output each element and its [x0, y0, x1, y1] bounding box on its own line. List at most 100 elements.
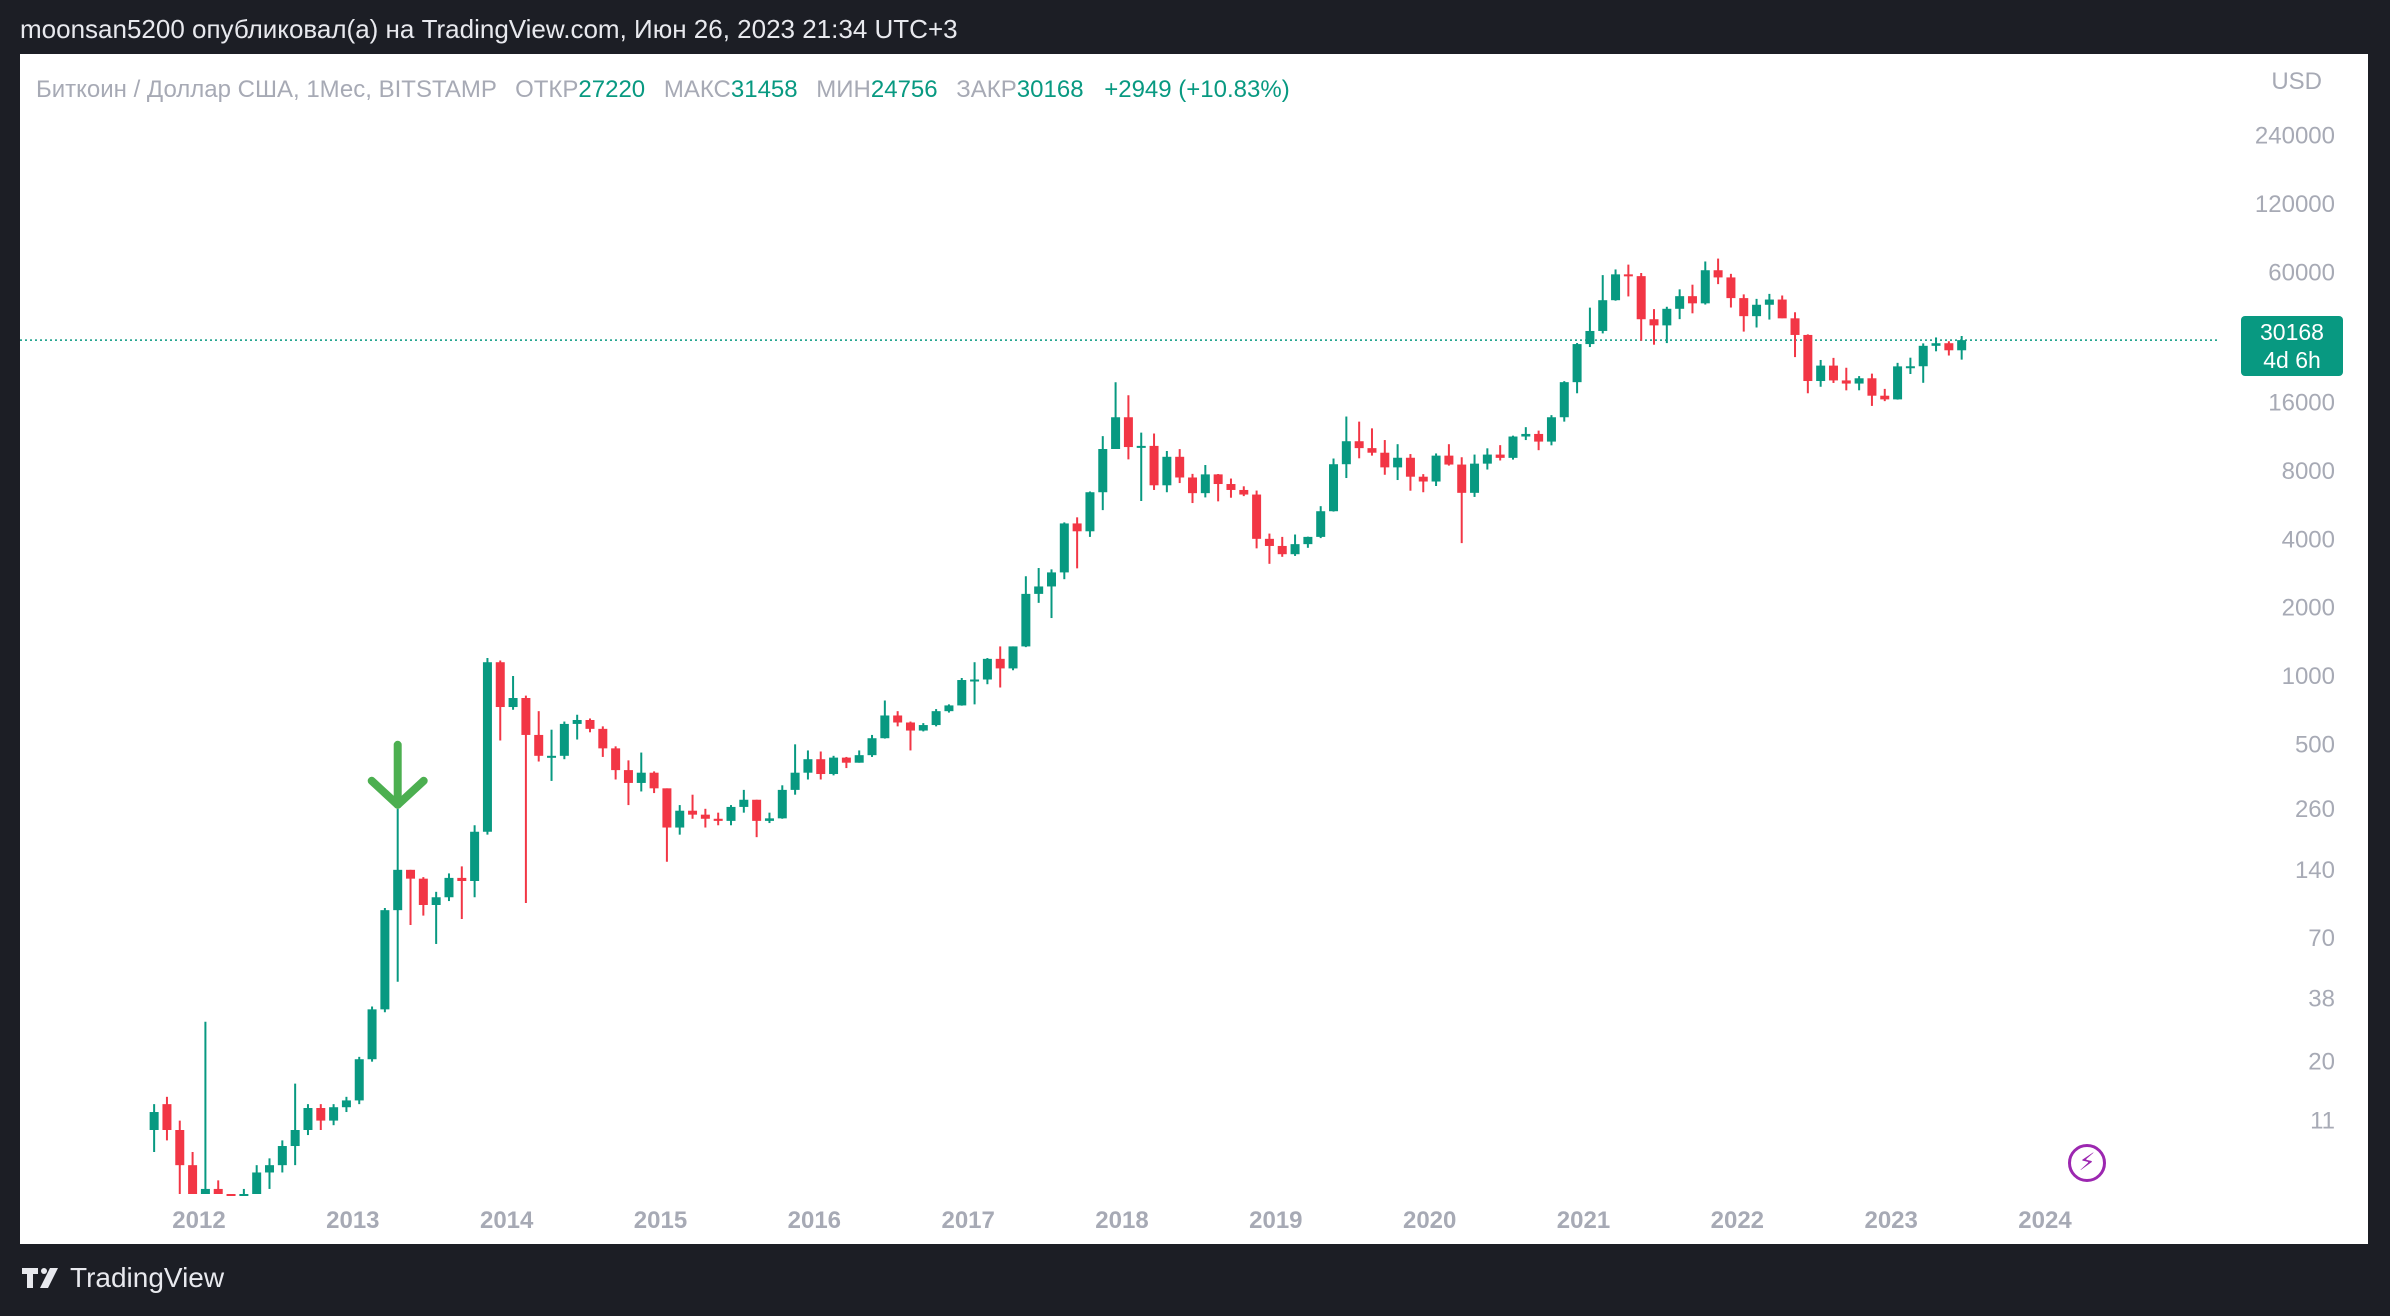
- candle-body: [1790, 318, 1800, 335]
- candle-body: [1893, 366, 1903, 400]
- candle: [944, 704, 954, 713]
- candle-body: [1585, 330, 1595, 345]
- candle: [1611, 269, 1621, 301]
- time-axis-label: 2012: [172, 1207, 225, 1234]
- candle-body: [1405, 457, 1415, 477]
- candle: [1059, 522, 1069, 580]
- candle-body: [1123, 417, 1133, 448]
- price-axis-label: 120000: [2255, 191, 2335, 218]
- candle-body: [354, 1059, 364, 1101]
- candle-body: [1636, 276, 1646, 320]
- candle: [675, 805, 685, 835]
- low-label: МИН: [816, 76, 871, 103]
- candle: [1816, 359, 1826, 387]
- candle-body: [1021, 593, 1031, 647]
- candle-body: [829, 757, 839, 775]
- candle-body: [547, 755, 557, 758]
- footer-brand[interactable]: TradingView: [20, 1262, 224, 1294]
- candle: [1482, 448, 1492, 470]
- candle: [1559, 381, 1569, 422]
- candle: [1252, 490, 1262, 549]
- candle-body: [1854, 378, 1864, 384]
- candle-body: [764, 818, 774, 821]
- time-axis-label: 2020: [1403, 1207, 1456, 1234]
- candle: [316, 1104, 326, 1130]
- candle: [1764, 293, 1774, 320]
- candle-body: [508, 697, 518, 708]
- candle-body: [1559, 382, 1569, 418]
- candle: [1380, 440, 1390, 475]
- candle-body: [1085, 492, 1095, 532]
- candle: [418, 877, 428, 916]
- candle: [1726, 273, 1736, 308]
- candle: [1521, 427, 1531, 441]
- candle: [739, 789, 749, 813]
- candle-body: [418, 878, 428, 905]
- candle: [905, 721, 915, 751]
- candle: [1290, 534, 1300, 556]
- candle: [1662, 306, 1672, 344]
- bar-countdown: 4d 6h: [2263, 347, 2321, 373]
- candle: [303, 1104, 313, 1136]
- candle: [508, 676, 518, 710]
- open-label: ОТКР: [515, 76, 579, 103]
- close-value: 30168: [1016, 76, 1084, 103]
- high-value: 31458: [730, 76, 798, 103]
- candle: [816, 751, 826, 780]
- candle-body: [623, 770, 633, 783]
- candle: [1700, 261, 1710, 305]
- change-value: +2949 (+10.83%): [1104, 76, 1290, 103]
- candle: [636, 752, 646, 792]
- candle: [1880, 388, 1890, 402]
- candlestick-chart[interactable]: 240000 120000 60000 16000 8000 4000 2000 1000 50…: [20, 54, 2368, 1244]
- candle: [1739, 294, 1749, 332]
- price-axis-label: 240000: [2255, 123, 2335, 150]
- candle: [1803, 334, 1813, 394]
- candle: [726, 805, 736, 826]
- symbol-label[interactable]: Биткоин / Доллар США, 1Мес, BITSTAMP: [36, 76, 497, 103]
- candle: [367, 1006, 377, 1062]
- candle-body: [1944, 343, 1954, 351]
- lightning-icon[interactable]: ⚡: [2068, 1144, 2106, 1182]
- candle-body: [393, 869, 403, 911]
- candle-body: [200, 1188, 210, 1194]
- candle: [1828, 357, 1838, 383]
- candle-body: [1457, 464, 1467, 493]
- candle: [982, 658, 992, 685]
- candle-body: [1739, 298, 1749, 317]
- candle-body: [175, 1130, 185, 1166]
- currency-label[interactable]: USD: [2271, 68, 2322, 95]
- time-axis-label: 2015: [634, 1207, 687, 1234]
- candle-body: [905, 722, 915, 731]
- candle-body: [1303, 536, 1313, 545]
- candle: [213, 1180, 223, 1194]
- candle-body: [1957, 340, 1967, 351]
- candles-layer: [20, 258, 2220, 1196]
- candle: [1854, 376, 1864, 391]
- candle: [521, 695, 531, 903]
- time-axis-labels: 2012 2013 2014 2015 2016 2017 2018 2019 2020 2021…: [172, 1207, 2072, 1234]
- candle: [1072, 517, 1082, 569]
- candle: [354, 1056, 364, 1105]
- candle: [1457, 457, 1467, 544]
- candle: [957, 677, 967, 706]
- candle-body: [1393, 457, 1403, 468]
- candle: [1893, 362, 1903, 400]
- candle-body: [1072, 523, 1082, 532]
- candle: [444, 873, 454, 902]
- candle-body: [1521, 433, 1531, 437]
- candle: [482, 658, 492, 835]
- open-value: 27220: [578, 76, 646, 103]
- candle: [585, 718, 595, 733]
- candle: [341, 1096, 351, 1113]
- candle: [1034, 568, 1044, 603]
- candle-body: [444, 877, 454, 898]
- price-axis-label: 260: [2295, 796, 2335, 823]
- candle: [1021, 576, 1031, 648]
- candle-body: [1841, 380, 1851, 384]
- price-axis-label: 1000: [2282, 663, 2335, 690]
- chart-panel[interactable]: 240000 120000 60000 16000 8000 4000 2000 1000 50…: [20, 54, 2368, 1244]
- candle-body: [1598, 300, 1608, 331]
- candle-body: [1380, 452, 1390, 468]
- candle-body: [495, 662, 505, 708]
